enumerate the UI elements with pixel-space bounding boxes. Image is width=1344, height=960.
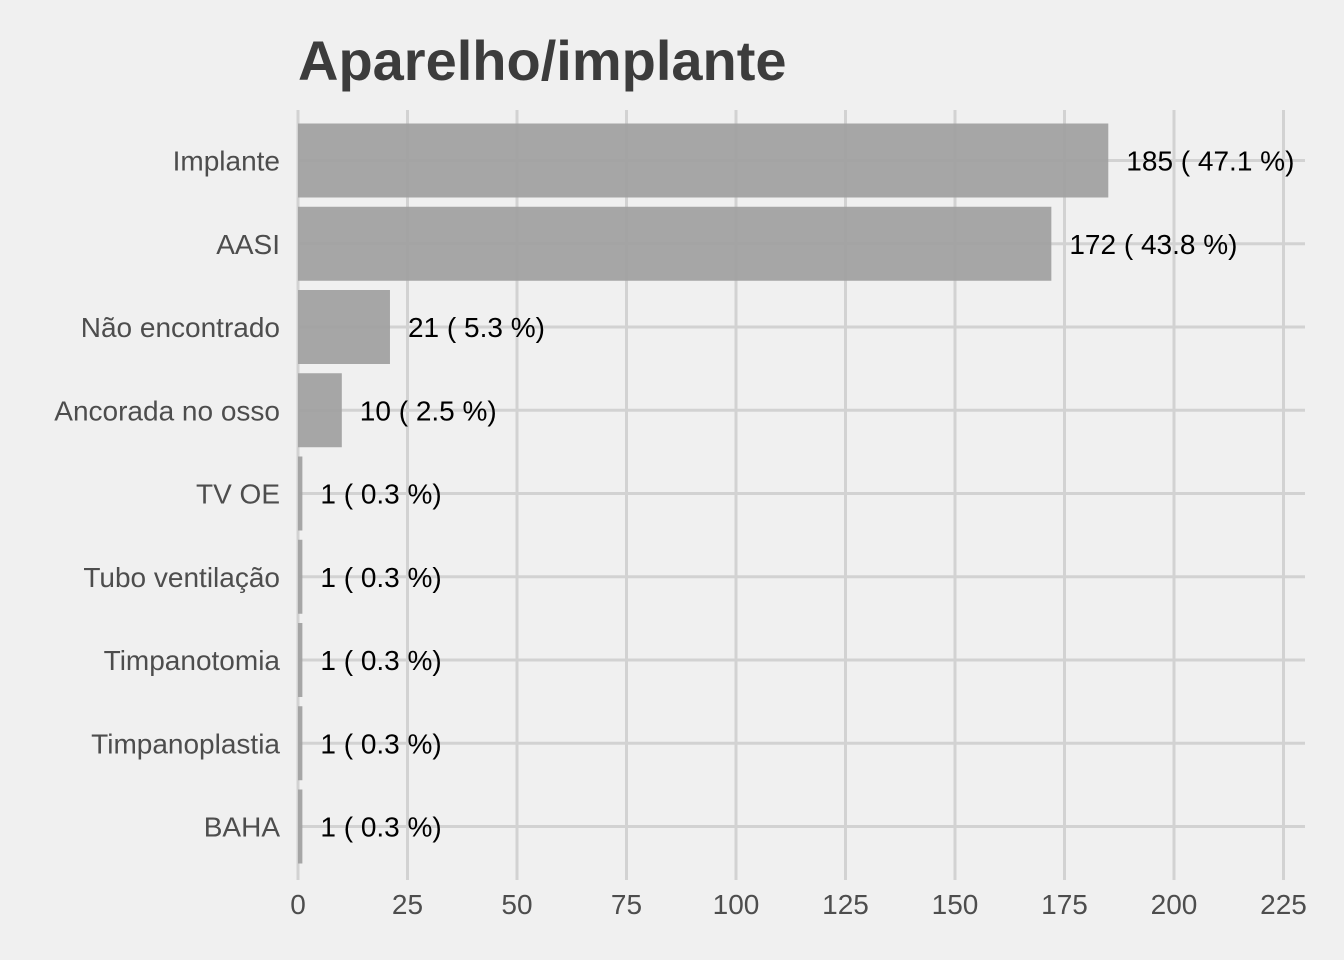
category-label: AASI	[216, 229, 280, 260]
bar	[298, 456, 303, 531]
category-label: Não encontrado	[81, 312, 280, 343]
data-label: 1 ( 0.3 %)	[320, 479, 441, 510]
data-label: 172 ( 43.8 %)	[1069, 229, 1237, 260]
bar	[298, 623, 303, 697]
x-tick-label: 75	[611, 889, 642, 920]
x-tick-label: 100	[713, 889, 760, 920]
bar	[298, 373, 342, 448]
data-label: 1 ( 0.3 %)	[320, 812, 441, 843]
x-tick-label: 150	[932, 889, 979, 920]
x-axis-tick-labels: 0 25 50 75 100 125 150 175 200 225	[290, 889, 1307, 920]
x-tick-label: 50	[501, 889, 532, 920]
data-label: 1 ( 0.3 %)	[320, 645, 441, 676]
x-tick-label: 25	[392, 889, 423, 920]
bars	[298, 123, 1109, 864]
data-label: 185 ( 47.1 %)	[1126, 146, 1294, 177]
category-label: Ancorada no osso	[54, 395, 280, 426]
category-label: Tubo ventilação	[83, 562, 280, 593]
bar	[298, 539, 303, 614]
bar	[298, 290, 390, 364]
x-tick-label: 200	[1151, 889, 1198, 920]
data-label: 1 ( 0.3 %)	[320, 728, 441, 759]
bar	[298, 123, 1109, 198]
category-label: Timpanotomia	[104, 645, 281, 676]
chart-title: Aparelho/implante	[298, 29, 787, 92]
bar	[298, 706, 303, 781]
data-labels: 185 ( 47.1 %) 172 ( 43.8 %) 21 ( 5.3 %) 10 …	[320, 146, 1294, 843]
category-label: TV OE	[196, 479, 280, 510]
bar	[298, 206, 1052, 281]
x-tick-label: 225	[1260, 889, 1307, 920]
category-label: Implante	[173, 146, 280, 177]
category-labels: Implante AASI Não encontrado Ancorada no os…	[54, 146, 280, 843]
data-label: 10 ( 2.5 %)	[360, 395, 497, 426]
data-label: 21 ( 5.3 %)	[408, 312, 545, 343]
x-tick-label: 0	[290, 889, 306, 920]
x-tick-label: 175	[1041, 889, 1088, 920]
x-tick-label: 125	[822, 889, 869, 920]
category-label: BAHA	[204, 812, 281, 843]
data-label: 1 ( 0.3 %)	[320, 562, 441, 593]
bar	[298, 789, 303, 864]
category-label: Timpanoplastia	[91, 728, 280, 759]
